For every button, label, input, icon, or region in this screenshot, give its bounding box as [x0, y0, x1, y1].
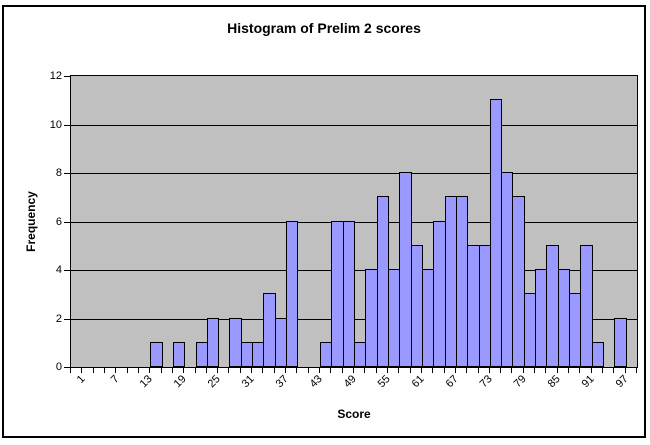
- x-tick: [511, 368, 513, 373]
- x-tick: [319, 368, 321, 373]
- x-tick: [273, 368, 275, 373]
- y-tick-label: 2: [55, 312, 62, 325]
- y-tick: [64, 76, 70, 77]
- x-tick: [171, 368, 173, 373]
- plot-area: [70, 75, 638, 368]
- x-tick-label: 31: [239, 373, 257, 391]
- x-tick: [285, 368, 287, 373]
- x-tick: [81, 368, 83, 373]
- x-tick: [398, 368, 400, 373]
- y-tick: [64, 173, 70, 174]
- x-tick-label: 19: [171, 373, 190, 391]
- bar: [580, 244, 593, 367]
- x-tick: [70, 368, 71, 373]
- x-tick: [149, 368, 151, 373]
- x-tick: [534, 368, 536, 373]
- x-tick: [545, 368, 547, 373]
- x-tick-label: 25: [205, 373, 223, 391]
- x-tick-label: 7: [108, 373, 122, 386]
- x-tick: [126, 368, 128, 373]
- x-tick: [205, 368, 207, 373]
- y-tick-label: 0: [55, 361, 62, 373]
- x-tick: [602, 368, 604, 373]
- x-tick: [183, 368, 185, 373]
- y-tick-label: 10: [49, 118, 62, 131]
- x-tick-label: 85: [545, 373, 563, 391]
- x-tick: [522, 368, 524, 373]
- x-tick-label: 61: [409, 373, 427, 391]
- x-tick-label: 73: [477, 373, 495, 391]
- bar: [591, 341, 605, 367]
- x-tick: [341, 368, 343, 373]
- bar: [614, 317, 627, 367]
- x-tick: [115, 368, 117, 373]
- x-tick: [251, 368, 253, 373]
- x-tick-label: 91: [579, 373, 597, 391]
- x-tick: [364, 368, 366, 373]
- y-tick: [64, 270, 70, 271]
- x-tick: [624, 368, 626, 373]
- x-tick: [103, 368, 105, 373]
- y-tick: [64, 318, 70, 320]
- x-tick: [420, 368, 422, 373]
- x-tick: [160, 368, 162, 373]
- y-tick: [64, 367, 70, 368]
- x-tick: [500, 368, 502, 373]
- x-axis-title: Score: [337, 407, 371, 421]
- x-tick: [568, 368, 570, 373]
- x-tick-label: 13: [137, 373, 156, 391]
- y-tick: [64, 221, 70, 223]
- x-tick: [330, 368, 332, 373]
- x-tick-label: 55: [375, 373, 393, 391]
- bar: [342, 220, 355, 367]
- x-tick: [432, 368, 434, 373]
- x-tick: [636, 368, 637, 373]
- gridline: [71, 124, 637, 126]
- x-tick: [137, 368, 139, 373]
- chart-title: Histogram of Prelim 2 scores: [227, 20, 421, 36]
- x-tick: [375, 368, 377, 373]
- x-tick-label: 43: [307, 373, 325, 391]
- x-tick: [307, 368, 309, 373]
- x-tick: [488, 368, 490, 373]
- x-tick: [466, 368, 468, 373]
- x-tick: [579, 368, 581, 373]
- x-tick-label: 49: [341, 373, 359, 391]
- x-tick-label: 79: [511, 373, 529, 391]
- x-tick-label: 67: [443, 373, 461, 391]
- x-tick: [353, 368, 354, 373]
- x-tick: [228, 368, 230, 373]
- x-tick-label: 97: [613, 373, 631, 391]
- y-tick-label: 4: [55, 264, 62, 276]
- x-tick-label: 1: [74, 373, 88, 386]
- bar: [206, 317, 220, 367]
- bar: [150, 341, 163, 367]
- bar: [172, 341, 186, 367]
- x-tick: [386, 368, 388, 373]
- x-tick: [443, 368, 445, 373]
- x-tick: [262, 368, 264, 373]
- x-tick-label: 37: [273, 373, 291, 391]
- x-tick: [239, 368, 241, 373]
- x-tick: [194, 368, 196, 373]
- x-tick: [92, 368, 94, 373]
- bar: [512, 196, 525, 367]
- x-tick: [613, 368, 615, 373]
- bar: [286, 220, 299, 367]
- figure-border: Histogram of Prelim 2 scores Frequency 0…: [2, 5, 646, 438]
- y-tick: [64, 124, 70, 126]
- y-tick-label: 8: [55, 167, 62, 179]
- gridline: [71, 173, 637, 174]
- x-tick: [217, 368, 219, 373]
- x-tick: [296, 368, 298, 373]
- x-tick: [556, 368, 558, 373]
- x-tick: [477, 368, 479, 373]
- x-tick: [590, 368, 592, 373]
- y-tick-label: 6: [55, 215, 62, 228]
- y-tick-label: 12: [49, 70, 62, 82]
- x-tick: [409, 368, 411, 373]
- x-tick: [454, 368, 456, 373]
